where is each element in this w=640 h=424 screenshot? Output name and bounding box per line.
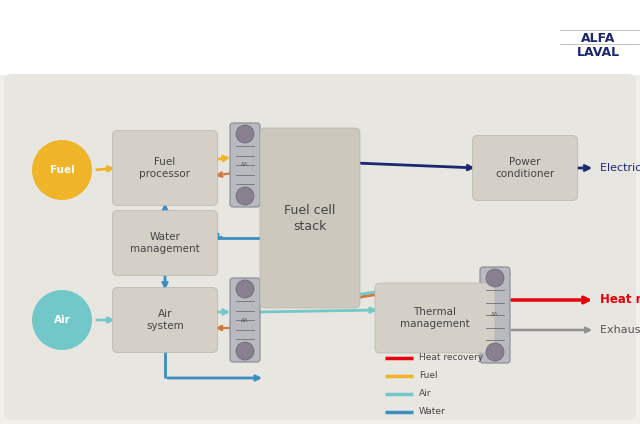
Circle shape: [236, 280, 254, 298]
Text: Water
management: Water management: [130, 232, 200, 254]
FancyBboxPatch shape: [480, 267, 510, 363]
Circle shape: [236, 187, 254, 205]
FancyBboxPatch shape: [4, 74, 636, 420]
Text: ΔΛ: ΔΛ: [241, 162, 249, 167]
Text: Water: Water: [419, 407, 445, 416]
FancyBboxPatch shape: [375, 283, 495, 353]
Circle shape: [236, 125, 254, 143]
FancyBboxPatch shape: [230, 278, 260, 362]
Text: Power
conditioner: Power conditioner: [495, 157, 555, 179]
Text: Heat recovery: Heat recovery: [419, 354, 483, 363]
Bar: [0, 0, 640, 75]
Text: ΔΛ: ΔΛ: [492, 312, 499, 318]
Text: Electrical power: Electrical power: [600, 163, 640, 173]
Text: Fuel cell
stack: Fuel cell stack: [284, 204, 336, 232]
Circle shape: [236, 342, 254, 360]
FancyBboxPatch shape: [472, 136, 577, 201]
FancyBboxPatch shape: [260, 128, 360, 308]
Circle shape: [486, 269, 504, 287]
Text: Air: Air: [54, 315, 70, 325]
Circle shape: [32, 290, 92, 350]
Circle shape: [486, 343, 504, 361]
Text: Fuel
processor: Fuel processor: [140, 157, 191, 179]
FancyBboxPatch shape: [113, 131, 218, 206]
Text: ALFA: ALFA: [581, 31, 615, 45]
Text: Air: Air: [419, 390, 431, 399]
Text: Heat recovery: Heat recovery: [600, 293, 640, 307]
Text: LAVAL: LAVAL: [577, 45, 620, 59]
Circle shape: [32, 140, 92, 200]
Text: Fuel: Fuel: [419, 371, 438, 380]
FancyBboxPatch shape: [230, 123, 260, 207]
FancyBboxPatch shape: [113, 287, 218, 352]
Text: Air
system: Air system: [146, 309, 184, 331]
FancyBboxPatch shape: [113, 210, 218, 276]
Text: Fuel: Fuel: [50, 165, 74, 175]
Text: Exhaust gas: Exhaust gas: [600, 325, 640, 335]
Text: Thermal
management: Thermal management: [400, 307, 470, 329]
Text: ΔΛ: ΔΛ: [241, 318, 249, 323]
